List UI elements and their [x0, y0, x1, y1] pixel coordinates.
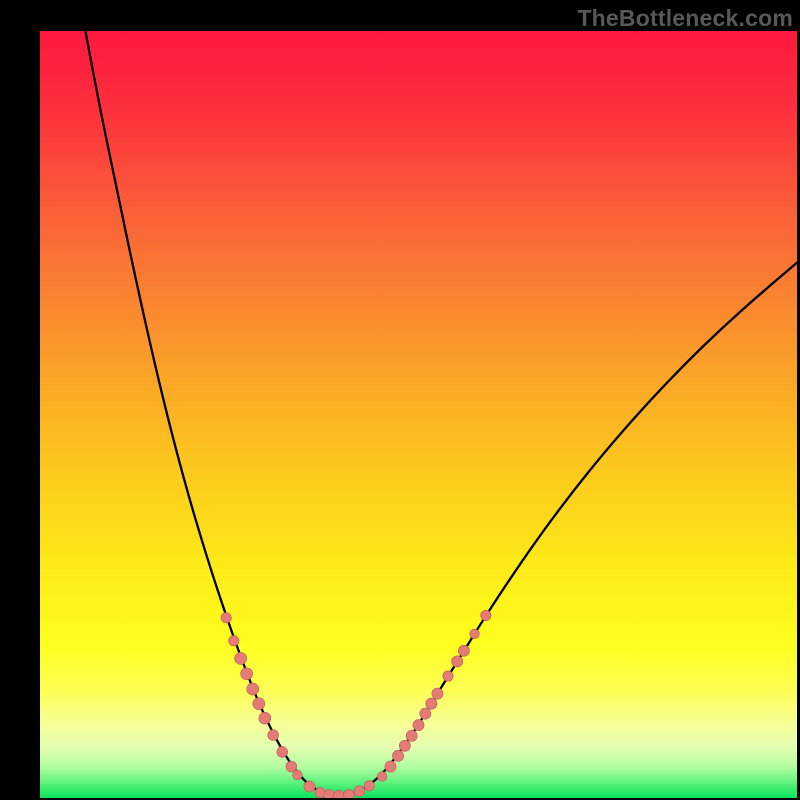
data-dot	[443, 671, 453, 681]
data-dot	[268, 730, 279, 741]
data-dot	[334, 790, 345, 800]
data-dot	[229, 636, 239, 646]
data-dot	[399, 740, 410, 751]
data-dot	[247, 683, 259, 695]
data-dot	[235, 652, 247, 664]
data-dot	[286, 761, 297, 772]
chart-stage: TheBottleneck.com	[0, 0, 800, 800]
data-dot	[364, 781, 374, 791]
data-dot	[293, 770, 303, 780]
data-dot	[253, 698, 265, 710]
data-dot	[241, 668, 253, 680]
data-dot	[324, 790, 335, 800]
data-dot	[426, 698, 437, 709]
data-dot	[406, 730, 417, 741]
data-dot	[259, 712, 271, 724]
bottleneck-chart	[0, 0, 800, 800]
data-dot	[481, 610, 491, 620]
data-dot	[470, 629, 480, 639]
data-dot	[385, 761, 396, 772]
data-dot	[432, 688, 443, 699]
data-dot	[277, 747, 288, 758]
data-dot	[304, 781, 315, 792]
data-dot	[377, 772, 387, 782]
data-dot	[413, 720, 424, 731]
data-dot	[354, 786, 365, 797]
data-dot	[420, 708, 431, 719]
data-dot	[452, 656, 463, 667]
gradient-panel	[40, 31, 797, 798]
data-dot	[392, 750, 403, 761]
data-dot	[343, 790, 354, 800]
data-dot	[221, 613, 231, 623]
data-dot	[458, 645, 469, 656]
